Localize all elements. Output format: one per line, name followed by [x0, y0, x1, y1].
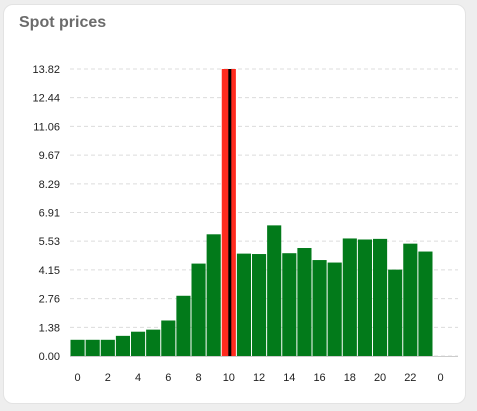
bar[interactable]: [70, 339, 85, 356]
x-tick-label: 10: [223, 372, 235, 384]
x-tick-label: 20: [374, 372, 386, 384]
bar[interactable]: [388, 269, 403, 356]
y-tick-label: 6.91: [39, 208, 60, 220]
bars[interactable]: [70, 69, 433, 356]
bar[interactable]: [131, 331, 146, 356]
y-tick-label: 12.44: [32, 93, 60, 105]
x-tick-label: 6: [165, 372, 171, 384]
bar[interactable]: [282, 253, 297, 356]
x-tick-label: 14: [283, 372, 295, 384]
y-tick-label: 13.82: [32, 64, 60, 76]
bar[interactable]: [206, 234, 221, 356]
bar[interactable]: [176, 295, 191, 356]
x-tick-label: 0: [75, 372, 81, 384]
bar[interactable]: [342, 238, 357, 356]
x-tick-label: 22: [404, 372, 416, 384]
bar[interactable]: [418, 251, 433, 356]
x-tick-label: 12: [253, 372, 265, 384]
y-tick-label: 2.76: [39, 294, 60, 306]
bar[interactable]: [312, 260, 327, 356]
y-tick-label: 1.38: [39, 322, 60, 334]
bar[interactable]: [146, 329, 161, 356]
bar[interactable]: [191, 263, 206, 356]
bar[interactable]: [236, 253, 251, 356]
bar[interactable]: [403, 243, 418, 356]
y-tick-label: 0.00: [39, 351, 60, 363]
bar[interactable]: [161, 320, 176, 356]
y-tick-label: 11.06: [33, 121, 60, 133]
bar[interactable]: [85, 339, 100, 356]
bar[interactable]: [373, 238, 388, 356]
x-tick-label: 16: [313, 372, 325, 384]
y-axis-ticks: 0.00 1.38 2.76 4.15 5.53 6.91 8.29 9.67 11.06 12.…: [32, 64, 60, 363]
bar[interactable]: [297, 248, 312, 356]
y-tick-label: 8.29: [39, 179, 60, 191]
y-tick-label: 9.67: [39, 150, 60, 162]
y-tick-label: 4.15: [39, 265, 60, 277]
bar[interactable]: [357, 239, 372, 356]
bar[interactable]: [327, 262, 342, 356]
x-axis-ticks: 0 2 4 6 8 10 12 14 16 18 20 22 0: [75, 372, 444, 384]
y-tick-label: 5.53: [39, 236, 60, 248]
bar[interactable]: [267, 225, 282, 356]
x-tick-label: 0: [438, 372, 444, 384]
bar[interactable]: [252, 254, 267, 356]
x-tick-label: 4: [135, 372, 141, 384]
bar[interactable]: [115, 335, 130, 356]
card-title: Spot prices: [19, 14, 107, 31]
x-tick-label: 18: [344, 372, 356, 384]
bar[interactable]: [100, 339, 115, 356]
x-tick-label: 8: [196, 372, 202, 384]
x-tick-label: 2: [105, 372, 111, 384]
